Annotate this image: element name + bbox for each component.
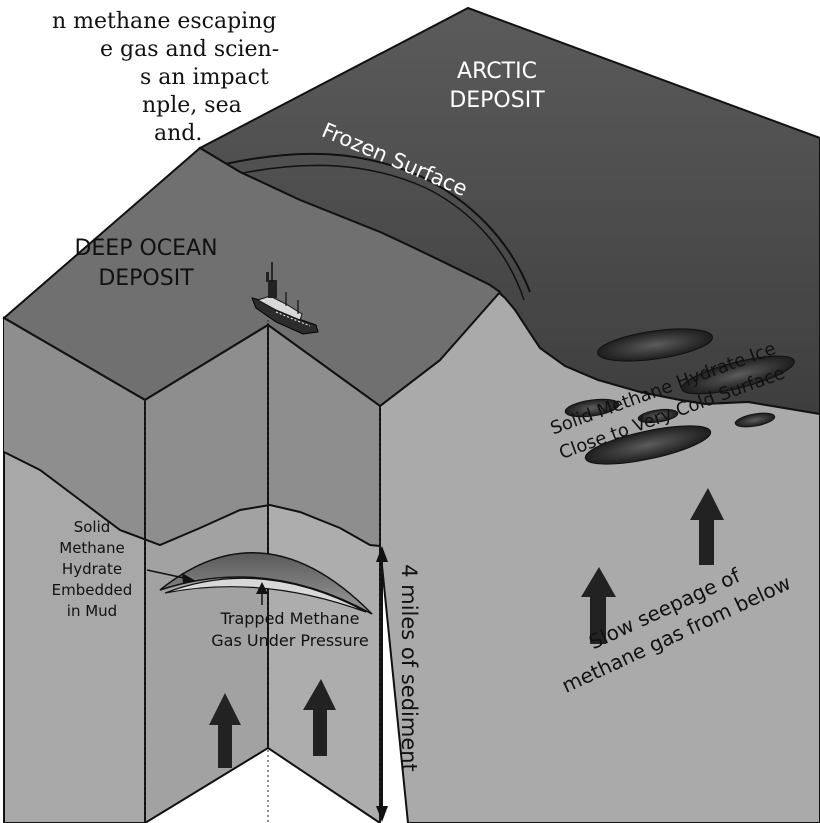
trapped-gas-pocket: [164, 577, 367, 613]
arctic-deposit-title: DEPOSIT: [449, 88, 545, 113]
ice-ellipse: [637, 408, 679, 424]
hydrate-in-mud-label: Methane: [59, 539, 125, 557]
deep-ocean-deposit-title: DEEP OCEAN: [74, 236, 217, 261]
sediment-depth-label: 4 miles of sediment: [397, 564, 421, 772]
deep-ocean-deposit-title: DEPOSIT: [98, 266, 194, 291]
up-arrow-icon: [303, 679, 336, 756]
intro-line: n methane escaping: [52, 9, 277, 34]
hydrate-in-mud-label: in Mud: [67, 602, 117, 620]
hydrate-in-mud-label: Hydrate: [62, 560, 122, 578]
trapped-gas-label: Trapped Methane: [219, 609, 359, 628]
ice-ellipse: [584, 425, 712, 465]
intro-line: nple, sea: [142, 93, 242, 118]
intro-line: and.: [154, 121, 203, 146]
frozen-surface-ridge: [224, 152, 531, 293]
intro-line: s an impact: [140, 65, 269, 90]
ice-ellipse: [734, 412, 776, 428]
hydrate-in-mud-label: Solid: [74, 518, 111, 536]
up-arrow-icon: [581, 567, 616, 644]
hydrate-lens: [159, 552, 373, 615]
ice-ellipse: [564, 398, 620, 418]
trapped-gas-label: Gas Under Pressure: [211, 631, 368, 650]
ice-ellipse: [681, 355, 795, 395]
hydrate-in-mud-label: Embedded: [52, 581, 133, 599]
up-arrow-icon: [209, 693, 241, 768]
arctic-deposit-title: ARCTIC: [457, 59, 537, 84]
water-layer: [4, 318, 380, 545]
up-arrow-icon: [690, 488, 724, 565]
research-ship-icon: [251, 262, 319, 335]
ice-ellipse: [597, 328, 713, 362]
ocean-floor-surface: [2, 146, 502, 408]
intro-line: e gas and scien-: [100, 37, 280, 62]
